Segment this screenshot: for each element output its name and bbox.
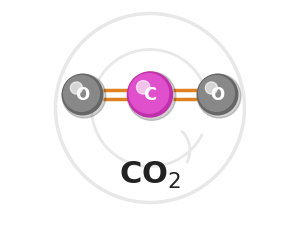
Text: O: O (75, 86, 90, 104)
Text: O: O (210, 86, 225, 104)
Circle shape (62, 74, 103, 115)
Circle shape (64, 76, 99, 111)
Circle shape (127, 72, 176, 120)
Circle shape (206, 82, 218, 94)
Circle shape (197, 74, 238, 115)
Circle shape (129, 74, 169, 113)
Text: C: C (143, 86, 157, 104)
Circle shape (197, 74, 241, 118)
Circle shape (70, 82, 83, 94)
Text: CO$_2$: CO$_2$ (119, 160, 181, 191)
Circle shape (62, 74, 106, 118)
Circle shape (128, 72, 172, 117)
Circle shape (136, 81, 150, 94)
Circle shape (199, 76, 234, 111)
